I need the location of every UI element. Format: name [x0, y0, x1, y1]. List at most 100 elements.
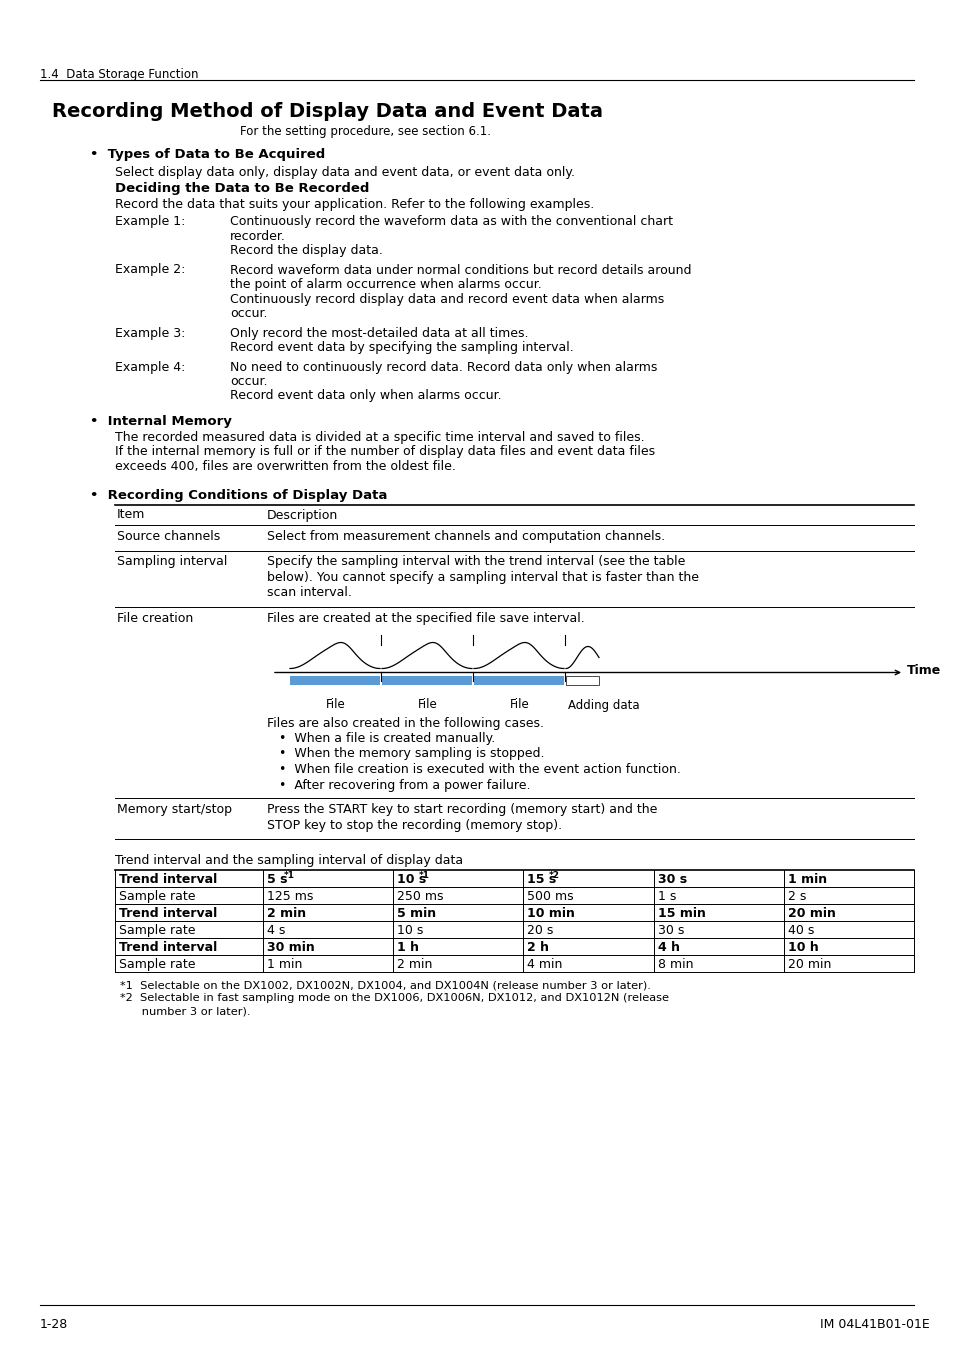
Text: File: File [326, 698, 345, 711]
Text: recorder.: recorder. [230, 230, 286, 243]
Text: 2 h: 2 h [527, 941, 549, 954]
Text: 1 s: 1 s [657, 890, 675, 903]
Text: IM 04L41B01-01E: IM 04L41B01-01E [820, 1318, 929, 1331]
Text: number 3 or later).: number 3 or later). [120, 1006, 251, 1017]
Text: Record the display data.: Record the display data. [230, 244, 382, 256]
Text: 1 min: 1 min [267, 958, 302, 971]
Text: 10 s: 10 s [396, 873, 426, 886]
Text: Only record the most-detailed data at all times.: Only record the most-detailed data at al… [230, 327, 528, 339]
Text: Recording Method of Display Data and Event Data: Recording Method of Display Data and Eve… [52, 103, 602, 122]
Text: Select from measurement channels and computation channels.: Select from measurement channels and com… [267, 531, 664, 543]
Text: Continuously record the waveform data as with the conventional chart: Continuously record the waveform data as… [230, 215, 672, 228]
Text: Description: Description [267, 509, 338, 521]
Text: •  When a file is created manually.: • When a file is created manually. [278, 732, 495, 745]
Text: 2 min: 2 min [396, 958, 432, 971]
Text: 4 min: 4 min [527, 958, 562, 971]
Text: Item: Item [117, 509, 145, 521]
Text: the point of alarm occurrence when alarms occur.: the point of alarm occurrence when alarm… [230, 278, 541, 292]
Text: occur.: occur. [230, 306, 267, 320]
Text: 125 ms: 125 ms [267, 890, 313, 903]
Text: Time: Time [906, 664, 941, 678]
Text: Example 4:: Example 4: [115, 360, 185, 374]
Text: No need to continuously record data. Record data only when alarms: No need to continuously record data. Rec… [230, 360, 657, 374]
Text: •  Recording Conditions of Display Data: • Recording Conditions of Display Data [90, 489, 387, 501]
Text: Select display data only, display data and event data, or event data only.: Select display data only, display data a… [115, 166, 575, 180]
Text: *2: *2 [549, 871, 559, 880]
Text: 8 min: 8 min [657, 958, 692, 971]
Bar [290, 675, 379, 684]
Text: 2 s: 2 s [787, 890, 805, 903]
Text: Trend interval: Trend interval [119, 907, 217, 919]
Text: Specify the sampling interval with the trend interval (see the table: Specify the sampling interval with the t… [267, 555, 684, 568]
Text: Record event data only when alarms occur.: Record event data only when alarms occur… [230, 390, 501, 402]
Text: Sample rate: Sample rate [119, 958, 195, 971]
Text: •  Types of Data to Be Acquired: • Types of Data to Be Acquired [90, 148, 325, 161]
Text: •  Internal Memory: • Internal Memory [90, 414, 232, 428]
Text: •  When the memory sampling is stopped.: • When the memory sampling is stopped. [278, 748, 544, 760]
Bar [474, 675, 563, 684]
Text: 10 s: 10 s [396, 923, 423, 937]
Bar [565, 675, 598, 684]
Text: 2 min: 2 min [267, 907, 306, 919]
Text: File: File [510, 698, 529, 711]
Text: Continuously record display data and record event data when alarms: Continuously record display data and rec… [230, 293, 663, 305]
Text: Example 1:: Example 1: [115, 215, 185, 228]
Text: 1.4  Data Storage Function: 1.4 Data Storage Function [40, 68, 198, 81]
Text: 30 min: 30 min [267, 941, 314, 954]
Text: 250 ms: 250 ms [396, 890, 443, 903]
Text: 10 min: 10 min [527, 907, 575, 919]
Text: 15 min: 15 min [657, 907, 704, 919]
Text: Trend interval: Trend interval [119, 873, 217, 886]
Text: 1-28: 1-28 [40, 1318, 69, 1331]
Text: If the internal memory is full or if the number of display data files and event : If the internal memory is full or if the… [115, 446, 655, 459]
Text: 30 s: 30 s [657, 923, 683, 937]
Text: Trend interval and the sampling interval of display data: Trend interval and the sampling interval… [115, 855, 462, 867]
Text: Deciding the Data to Be Recorded: Deciding the Data to Be Recorded [115, 182, 369, 194]
Text: •  After recovering from a power failure.: • After recovering from a power failure. [278, 779, 530, 791]
Text: 10 h: 10 h [787, 941, 818, 954]
Bar [381, 675, 472, 684]
Text: Sample rate: Sample rate [119, 890, 195, 903]
Text: 30 s: 30 s [657, 873, 686, 886]
Text: 40 s: 40 s [787, 923, 813, 937]
Text: Files are also created in the following cases.: Files are also created in the following … [267, 717, 543, 729]
Text: •  When file creation is executed with the event action function.: • When file creation is executed with th… [278, 763, 680, 776]
Text: 5 min: 5 min [396, 907, 436, 919]
Text: Record the data that suits your application. Refer to the following examples.: Record the data that suits your applicat… [115, 198, 594, 211]
Text: *1: *1 [418, 871, 430, 880]
Text: 1 h: 1 h [396, 941, 418, 954]
Text: *1  Selectable on the DX1002, DX1002N, DX1004, and DX1004N (release number 3 or : *1 Selectable on the DX1002, DX1002N, DX… [120, 980, 650, 990]
Text: Trend interval: Trend interval [119, 941, 217, 954]
Text: The recorded measured data is divided at a specific time interval and saved to f: The recorded measured data is divided at… [115, 431, 644, 444]
Text: File creation: File creation [117, 612, 193, 625]
Text: below). You cannot specify a sampling interval that is faster than the: below). You cannot specify a sampling in… [267, 571, 699, 585]
Text: For the setting procedure, see section 6.1.: For the setting procedure, see section 6… [240, 126, 491, 138]
Text: 15 s: 15 s [527, 873, 556, 886]
Text: Sample rate: Sample rate [119, 923, 195, 937]
Text: STOP key to stop the recording (memory stop).: STOP key to stop the recording (memory s… [267, 818, 561, 832]
Text: 20 s: 20 s [527, 923, 553, 937]
Text: exceeds 400, files are overwritten from the oldest file.: exceeds 400, files are overwritten from … [115, 460, 456, 472]
Text: 500 ms: 500 ms [527, 890, 574, 903]
Text: Source channels: Source channels [117, 531, 220, 543]
Text: *2  Selectable in fast sampling mode on the DX1006, DX1006N, DX1012, and DX1012N: *2 Selectable in fast sampling mode on t… [120, 994, 668, 1003]
Text: 20 min: 20 min [787, 958, 830, 971]
Text: 4 s: 4 s [267, 923, 285, 937]
Text: Press the START key to start recording (memory start) and the: Press the START key to start recording (… [267, 803, 657, 815]
Text: Memory start/stop: Memory start/stop [117, 803, 232, 815]
Text: 4 h: 4 h [657, 941, 679, 954]
Text: *1: *1 [283, 871, 294, 880]
Text: 5 s: 5 s [267, 873, 287, 886]
Text: 20 min: 20 min [787, 907, 835, 919]
Text: Record waveform data under normal conditions but record details around: Record waveform data under normal condit… [230, 263, 691, 277]
Text: 1 min: 1 min [787, 873, 826, 886]
Text: Example 2:: Example 2: [115, 263, 185, 277]
Text: File: File [417, 698, 437, 711]
Text: Sampling interval: Sampling interval [117, 555, 227, 568]
Text: occur.: occur. [230, 375, 267, 387]
Text: Files are created at the specified file save interval.: Files are created at the specified file … [267, 612, 584, 625]
Text: Adding data: Adding data [567, 698, 639, 711]
Text: Record event data by specifying the sampling interval.: Record event data by specifying the samp… [230, 342, 573, 354]
Text: scan interval.: scan interval. [267, 586, 352, 599]
Text: Example 3:: Example 3: [115, 327, 185, 339]
